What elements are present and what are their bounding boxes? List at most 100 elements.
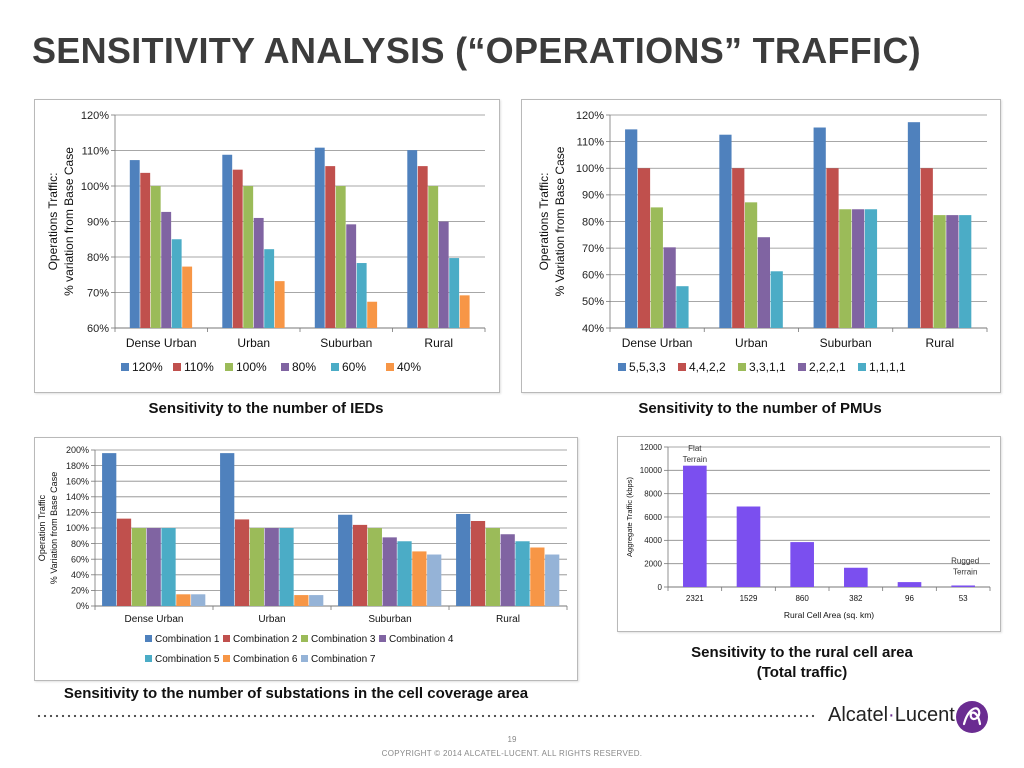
bar-dense-urban-6 xyxy=(191,594,206,606)
bar-53-0 xyxy=(951,585,975,587)
bar-suburban-1 xyxy=(826,168,839,328)
y-tick-label: 110% xyxy=(82,145,110,157)
bar-urban-5 xyxy=(274,281,285,328)
legend-swatch xyxy=(301,635,308,642)
bar-rural-4 xyxy=(959,215,972,328)
y-tick-label: 4000 xyxy=(644,536,662,545)
bar-rural-2 xyxy=(428,186,439,328)
legend-label: 100% xyxy=(236,360,267,374)
x-category-label: Suburban xyxy=(368,614,411,625)
bar-rural-0 xyxy=(456,513,471,606)
y-tick-label: 0 xyxy=(658,583,663,592)
bar-urban-4 xyxy=(770,271,783,328)
bar-rural-2 xyxy=(485,528,500,606)
legend-label: Combination 7 xyxy=(311,654,376,665)
legend-swatch xyxy=(223,655,230,662)
x-category-label: Rural xyxy=(496,614,520,625)
bar-suburban-0 xyxy=(314,147,325,328)
bar-dense-urban-5 xyxy=(182,266,193,328)
x-category-label: Dense Urban xyxy=(622,336,693,350)
bar-96-0 xyxy=(897,582,922,587)
bar-dense-urban-3 xyxy=(663,247,676,328)
bar-860-0 xyxy=(790,542,814,587)
y-tick-label: 100% xyxy=(81,181,109,193)
y-tick-label: 120% xyxy=(81,110,109,122)
bar-suburban-4 xyxy=(864,209,878,328)
legend-swatch xyxy=(798,363,806,371)
logo-text-left: Alcatel xyxy=(828,704,889,726)
bar-urban-5 xyxy=(294,595,309,606)
x-category-label: 2321 xyxy=(686,594,704,603)
y-tick-label: 50% xyxy=(582,296,604,308)
legend-label: 110% xyxy=(184,360,214,374)
y-axis-title: Operation Traffic xyxy=(37,494,47,561)
ieds-caption: Sensitivity to the number of IEDs xyxy=(148,400,384,417)
y-axis-title: Operations Traffic: xyxy=(537,173,551,271)
legend-label: Combination 4 xyxy=(389,634,454,645)
bar-rural-5 xyxy=(459,295,470,328)
x-category-label: Suburban xyxy=(820,336,872,350)
bar-suburban-0 xyxy=(813,127,826,328)
y-tick-label: 60% xyxy=(71,554,89,564)
x-category-label: Suburban xyxy=(320,336,372,350)
y-axis-title: % variation from Base Case xyxy=(62,147,76,296)
bar-urban-1 xyxy=(234,519,250,606)
x-category-label: 53 xyxy=(959,594,968,603)
y-tick-label: 90% xyxy=(582,190,604,202)
y-axis-title: % Variation from Base Case xyxy=(49,472,59,584)
logo-separator: · xyxy=(888,704,895,726)
dotted-divider xyxy=(36,714,816,718)
y-tick-label: 2000 xyxy=(644,559,662,568)
bar-dense-urban-2 xyxy=(650,207,663,328)
bar-rural-4 xyxy=(449,258,460,328)
y-tick-label: 40% xyxy=(71,570,89,580)
bar-rural-1 xyxy=(470,520,486,606)
terrain-annotation: Terrain xyxy=(953,567,977,576)
y-tick-label: 120% xyxy=(576,110,604,122)
ieds-svg: 60% 70% 80% 90% 100% 110% 120% Operations Traff… xyxy=(46,110,486,374)
y-axis-title: Aggregate Traffic (kbps) xyxy=(625,477,634,557)
legend-swatch xyxy=(225,363,233,371)
y-tick-label: 60% xyxy=(87,323,109,335)
bar-dense-urban-1 xyxy=(140,172,151,328)
y-tick-label: 6000 xyxy=(644,513,662,522)
legend-label: Combination 6 xyxy=(233,654,298,665)
legend-swatch xyxy=(301,655,308,662)
bar-suburban-5 xyxy=(412,551,427,606)
y-tick-label: 200% xyxy=(66,445,89,455)
bar-urban-1 xyxy=(732,168,745,328)
y-tick-label: 110% xyxy=(577,136,605,148)
rural-area-chart: 0 2000 4000 6000 8000 10000 12000 Aggregate Tra… xyxy=(617,436,1001,632)
bar-suburban-4 xyxy=(356,263,367,328)
terrain-annotation: Rugged xyxy=(951,556,979,565)
bar-dense-urban-4 xyxy=(161,528,176,606)
legend-label: Combination 5 xyxy=(155,654,220,665)
bar-dense-urban-3 xyxy=(161,211,172,328)
slide-title: SENSITIVITY ANALYSIS (“OPERATIONS” TRAFF… xyxy=(32,30,921,71)
x-category-label: Urban xyxy=(735,336,768,350)
bar-urban-0 xyxy=(719,134,732,328)
bar-rural-5 xyxy=(530,547,545,606)
rural_area-svg: 0 2000 4000 6000 8000 10000 12000 Aggregate Tra… xyxy=(625,443,991,620)
rural-caption-line1: Sensitivity to the rural cell area xyxy=(691,644,913,661)
legend-label: Combination 3 xyxy=(311,634,376,645)
y-tick-label: 40% xyxy=(582,323,604,335)
bar-urban-3 xyxy=(253,217,264,328)
bar-urban-1 xyxy=(232,169,243,328)
bar-dense-urban-0 xyxy=(129,160,140,328)
y-tick-label: 20% xyxy=(71,586,89,596)
legend-label: 80% xyxy=(292,360,316,374)
bar-rural-2 xyxy=(933,215,946,328)
ieds-chart: 60% 70% 80% 90% 100% 110% 120% Operations Traff… xyxy=(34,99,500,393)
legend-swatch xyxy=(858,363,866,371)
y-tick-label: 80% xyxy=(582,216,604,228)
legend-label: Combination 1 xyxy=(155,634,220,645)
bar-rural-1 xyxy=(417,166,428,328)
bar-dense-urban-0 xyxy=(625,129,638,328)
legend-label: 60% xyxy=(342,360,366,374)
substations-caption: Sensitivity to the number of substations… xyxy=(63,685,529,702)
bar-urban-6 xyxy=(309,595,324,606)
x-category-label: 382 xyxy=(849,594,863,603)
legend-swatch xyxy=(331,363,339,371)
bar-rural-6 xyxy=(545,554,560,606)
